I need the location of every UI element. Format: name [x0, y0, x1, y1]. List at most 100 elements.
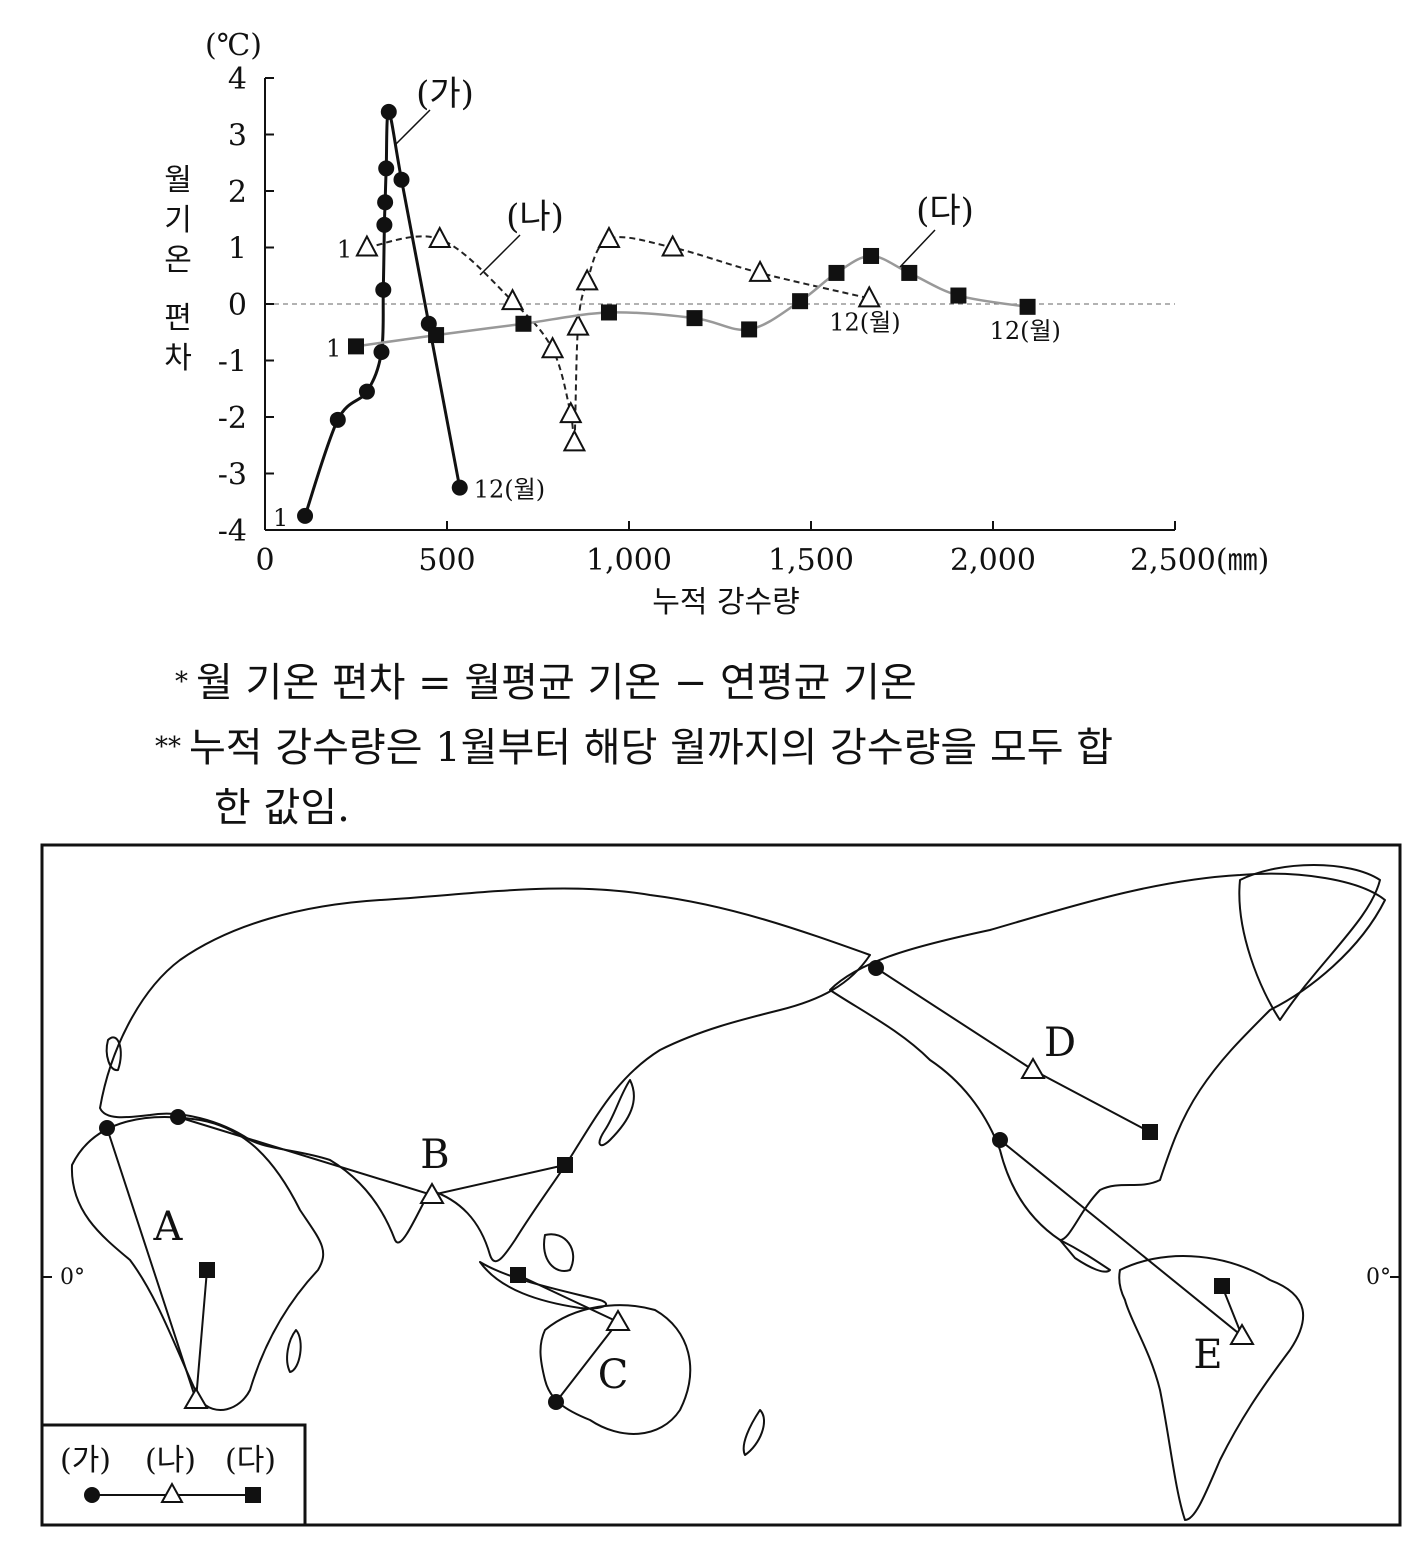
- note-text: 한 값임.: [214, 785, 350, 831]
- series-start-label: 1: [273, 504, 288, 532]
- route-point-na: [1020, 1057, 1046, 1079]
- chart-series: [297, 103, 1036, 524]
- y-axis-title-char: 기: [164, 203, 192, 238]
- data-point-square: [1019, 298, 1036, 315]
- data-point-circle: [377, 194, 394, 211]
- legend-label-da: (다): [225, 1443, 276, 1478]
- note-mark: *: [175, 667, 188, 697]
- route-point-ga: [868, 960, 884, 976]
- indonesia-outline: [479, 1261, 608, 1310]
- data-point-square: [686, 310, 703, 327]
- route-line-c: [517, 1274, 620, 1403]
- series-name-label: (다): [916, 191, 974, 231]
- data-point-circle: [358, 383, 375, 400]
- route-line-a: [106, 1127, 208, 1401]
- series-end-label: 12(월): [829, 308, 900, 336]
- x-tick-label: 500: [418, 543, 475, 578]
- y-axis-title-char: 편: [164, 301, 192, 336]
- data-point-triangle: [857, 285, 881, 308]
- y-axis-title-char: 온: [164, 243, 192, 278]
- equator-label-right: 0°: [1366, 1265, 1391, 1290]
- series-name-leader: [479, 234, 521, 276]
- data-point-circle: [375, 281, 392, 298]
- borneo-outline: [543, 1233, 575, 1272]
- route-point-ga: [992, 1132, 1008, 1148]
- britain-outline: [105, 1036, 122, 1072]
- eurasia-outline: [99, 887, 871, 1263]
- route-line-d: [875, 967, 1151, 1133]
- route-point-da: [1214, 1278, 1230, 1294]
- data-point-triangle: [566, 313, 590, 336]
- australia-outline: [539, 1304, 692, 1435]
- chart-axes: [264, 78, 1175, 531]
- route-line-b: [177, 1116, 566, 1197]
- route-point-na: [605, 1309, 631, 1331]
- y-tick-label: -2: [218, 401, 247, 436]
- legend-triangle-marker: [160, 1481, 184, 1503]
- x-tick-label: 1,000: [586, 543, 672, 578]
- route-label-c: C: [598, 1352, 629, 1398]
- y-unit-label: (℃): [205, 28, 262, 63]
- data-point-triangle: [575, 268, 599, 291]
- note-cumulative-precip-cont: 한 값임.: [214, 775, 350, 833]
- greenland-outline: [1238, 864, 1381, 1021]
- series-end-label: 12(월): [474, 476, 545, 504]
- note-cumulative-precip: ** 누적 강수량은 1월부터 해당 월까지의 강수량을 모두 합: [155, 715, 1113, 773]
- route-label-e: E: [1193, 1332, 1222, 1378]
- data-point-square: [950, 287, 967, 304]
- south-america-outline: [1118, 1255, 1304, 1521]
- y-tick-label: 2: [228, 175, 247, 210]
- legend-label-na: (나): [145, 1443, 196, 1478]
- data-point-square: [828, 264, 845, 281]
- data-point-triangle: [597, 225, 621, 249]
- data-point-circle: [297, 507, 314, 524]
- route-point-da: [1142, 1124, 1158, 1140]
- japan-outline: [598, 1079, 635, 1147]
- data-point-circle: [373, 344, 390, 361]
- y-tick-label: 0: [228, 288, 247, 323]
- legend-circle-marker: [84, 1487, 100, 1503]
- route-point-ga: [548, 1394, 564, 1410]
- y-tick-label: -4: [218, 514, 247, 549]
- data-point-square: [901, 264, 918, 281]
- note-temperature-deviation: * 월 기온 편차 = 월평균 기온 − 연평균 기온: [175, 650, 917, 708]
- legend-label-ga: (가): [60, 1443, 111, 1478]
- route-point-ga: [99, 1120, 115, 1136]
- y-tick-label: 1: [228, 232, 247, 267]
- note-mark: **: [155, 732, 181, 762]
- data-point-square: [792, 293, 809, 310]
- y-axis-title-char: 차: [164, 341, 192, 376]
- north-america-outline: [829, 872, 1386, 1241]
- data-point-triangle: [661, 234, 685, 257]
- data-point-square: [348, 338, 364, 355]
- route-label-d: D: [1044, 1020, 1076, 1066]
- data-point-triangle: [355, 234, 379, 257]
- data-point-circle: [376, 216, 393, 233]
- data-point-circle: [380, 103, 397, 120]
- y-axis-title-char: 월: [164, 163, 192, 198]
- route-label-b: B: [420, 1132, 449, 1178]
- route-point-na: [1229, 1323, 1255, 1345]
- y-tick-label: -3: [218, 458, 247, 493]
- series-start-label: 1: [326, 334, 341, 362]
- data-point-square: [863, 247, 880, 264]
- note-text: 누적 강수량은 1월부터 해당 월까지의 강수량을 모두 합: [189, 725, 1114, 771]
- data-point-circle: [393, 171, 410, 188]
- data-point-circle: [329, 411, 346, 428]
- route-point-da: [557, 1157, 573, 1173]
- series-name-leader: [394, 109, 431, 146]
- y-tick-label: -1: [218, 345, 247, 380]
- africa-outline: [70, 1116, 325, 1411]
- x-tick-label: 1,500: [768, 543, 854, 578]
- route-point-da: [199, 1262, 215, 1278]
- series-end-label: 12(월): [990, 317, 1061, 345]
- map-route-labels: A B C D E: [153, 1020, 1223, 1398]
- data-point-square: [515, 315, 532, 332]
- map-routes: [99, 960, 1255, 1410]
- series-start-label: 1: [337, 236, 352, 264]
- route-point-na: [183, 1387, 209, 1409]
- route-label-a: A: [153, 1204, 184, 1250]
- data-point-square: [600, 304, 617, 321]
- x-tick-label: 2,500(㎜): [1130, 543, 1269, 578]
